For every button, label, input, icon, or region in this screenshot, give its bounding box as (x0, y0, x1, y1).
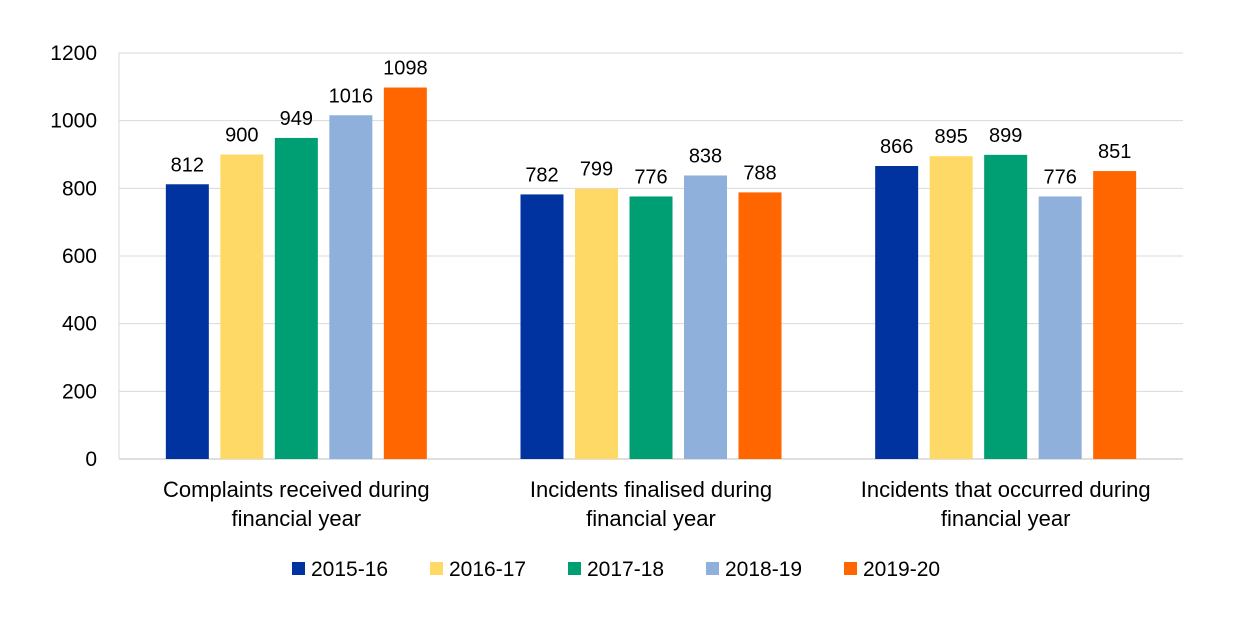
x-category-label: financial year (941, 506, 1071, 531)
bar (738, 192, 782, 460)
bar (984, 154, 1028, 460)
bar (575, 188, 618, 459)
data-label: 1016 (329, 85, 374, 107)
bar (929, 156, 973, 460)
legend-swatch (844, 562, 857, 575)
bar (520, 194, 564, 459)
bar (274, 137, 318, 459)
bar (684, 175, 727, 459)
data-label: 1098 (383, 58, 428, 80)
legend-swatch (292, 562, 305, 575)
legend-label: 2017-18 (587, 558, 664, 581)
y-tick-label: 200 (62, 380, 97, 403)
bar (629, 196, 673, 459)
legend-label: 2019-20 (863, 558, 940, 581)
x-category-label: Incidents finalised during (530, 477, 772, 502)
bar (875, 166, 919, 459)
data-label: 851 (1098, 141, 1131, 163)
x-category-label: financial year (232, 506, 362, 531)
x-axis: Complaints received during financial year… (163, 477, 1151, 531)
x-category-label: Complaints received during (163, 477, 430, 502)
data-label: 812 (171, 154, 204, 176)
legend-label: 2018-19 (725, 558, 802, 581)
legend-label: 2016-17 (449, 558, 526, 581)
data-label: 776 (1043, 166, 1076, 188)
data-label: 895 (934, 126, 967, 148)
bar (383, 87, 427, 459)
legend-swatch (706, 562, 719, 575)
data-label: 782 (525, 164, 558, 186)
data-label: 949 (280, 108, 313, 130)
bar (220, 154, 264, 459)
x-category-label: Incidents that occurred during (861, 477, 1151, 502)
data-label: 776 (634, 166, 667, 188)
bar (1093, 171, 1137, 459)
bar (165, 184, 209, 460)
bar (329, 115, 373, 460)
legend-swatch (430, 562, 443, 575)
y-axis: 0 200 400 600 800 1000 1200 (50, 42, 97, 471)
y-tick-label: 800 (62, 177, 97, 200)
data-label: 900 (225, 125, 258, 147)
data-label: 899 (989, 125, 1022, 147)
y-tick-label: 400 (62, 313, 97, 336)
data-label: 799 (580, 159, 613, 181)
legend-label: 2015-16 (311, 558, 388, 581)
x-category-label: financial year (586, 506, 716, 531)
y-tick-label: 1200 (50, 42, 97, 65)
data-label: 866 (880, 136, 913, 158)
legend-swatch (568, 562, 581, 575)
y-tick-label: 0 (85, 448, 97, 471)
legend: 2015-16 2016-17 2017-18 2018-19 2019-20 (292, 558, 940, 581)
data-label: 838 (689, 145, 722, 167)
bars: 812 900 949 1016 1098 782 799 776 838 788 866 895 89… (165, 58, 1137, 460)
data-label: 788 (743, 162, 776, 184)
y-tick-label: 600 (62, 245, 97, 268)
y-tick-label: 1000 (50, 110, 97, 133)
bar (1038, 196, 1082, 459)
